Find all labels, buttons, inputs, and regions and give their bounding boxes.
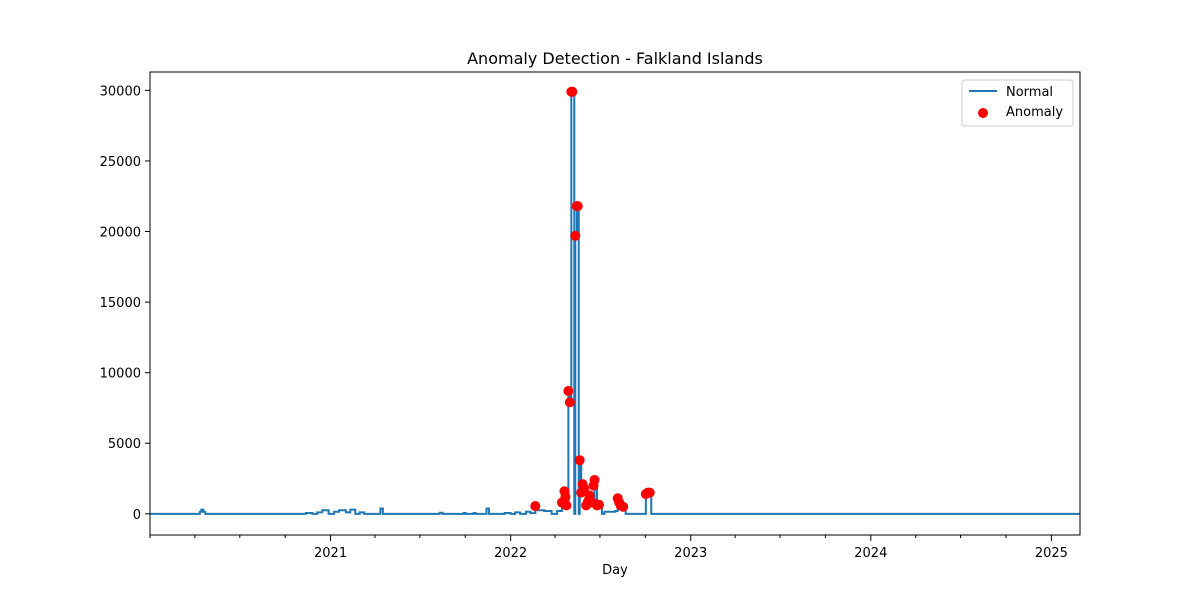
anomaly-point: [567, 86, 578, 97]
y-tick-label: 15000: [100, 296, 141, 311]
y-tick-label: 25000: [100, 155, 141, 170]
anomaly-point: [593, 499, 604, 510]
x-tick-label: 2024: [854, 546, 887, 561]
anomaly-point: [530, 501, 541, 512]
plot-data-layer: [150, 86, 1080, 515]
y-tick-label: 10000: [100, 367, 141, 382]
anomaly-point: [560, 491, 571, 502]
x-tick-label: 2023: [674, 546, 707, 561]
y-tick-label: 5000: [108, 437, 141, 452]
y-tick-label: 30000: [100, 84, 141, 99]
anomaly-point: [564, 397, 575, 408]
legend-anomaly-swatch: [978, 108, 988, 118]
x-tick-label: 2022: [494, 546, 527, 561]
x-axis-label: Day: [602, 563, 628, 578]
anomaly-point: [579, 483, 590, 494]
anomaly-point: [644, 487, 655, 498]
anomaly-point: [570, 230, 581, 241]
anomaly-point: [618, 501, 629, 512]
legend-normal-label: Normal: [1006, 85, 1053, 100]
x-axis: 2021 2022 2023 2024 2025: [149, 535, 1068, 561]
anomaly-point: [589, 474, 600, 485]
anomaly-point: [574, 455, 585, 466]
anomaly-point: [561, 500, 572, 511]
y-axis: 0 5000 10000 15000 20000 25000 30000: [100, 84, 150, 523]
chart-title: Anomaly Detection - Falkland Islands: [467, 49, 763, 68]
y-tick-label: 0: [133, 508, 141, 523]
y-tick-label: 20000: [100, 226, 141, 241]
legend: Normal Anomaly: [961, 79, 1074, 127]
x-tick-label: 2021: [314, 546, 347, 561]
anomaly-point: [572, 201, 583, 212]
legend-anomaly-label: Anomaly: [1006, 105, 1063, 120]
anomaly-point: [563, 386, 574, 397]
x-tick-label: 2025: [1035, 546, 1068, 561]
plot-frame: [149, 71, 1081, 536]
